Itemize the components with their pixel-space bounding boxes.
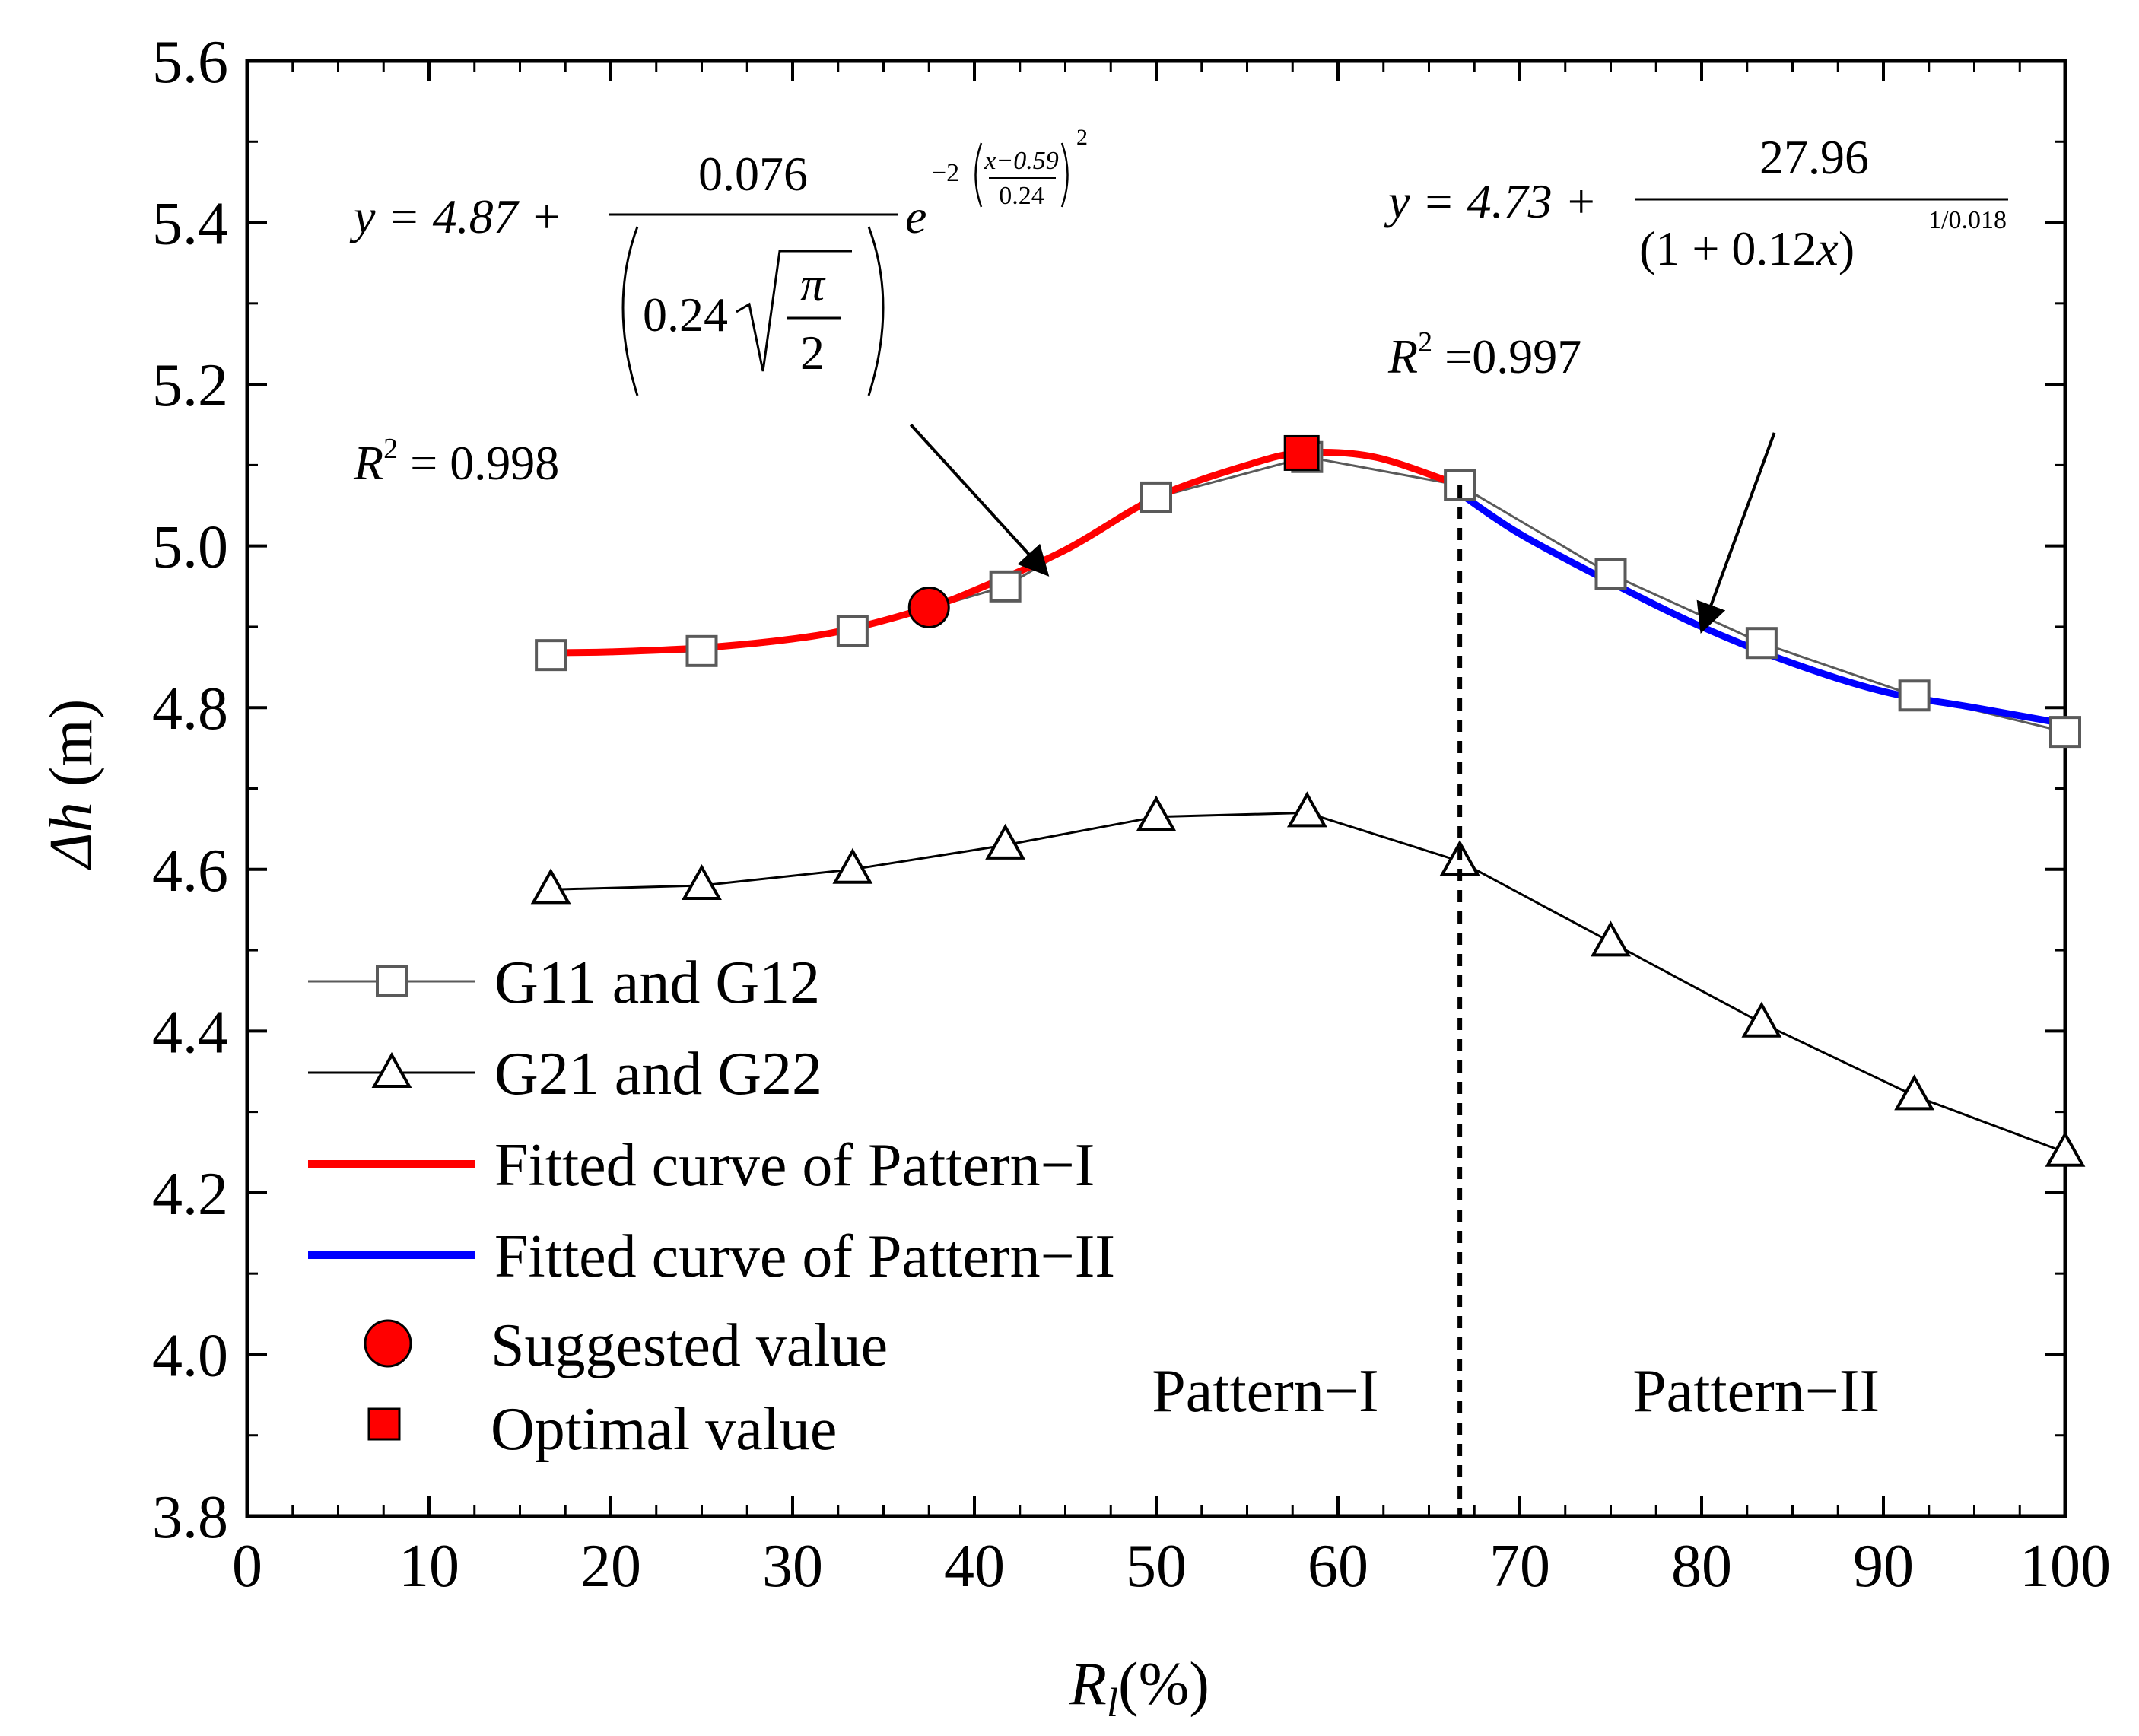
equation-pattern-1: y = 4.87 + 0.076 0.24 π 2 e −2 x−0.59 0.…	[349, 125, 1088, 490]
eq1-lhs: y = 4.87 +	[349, 189, 563, 243]
eq2-exp: 1/0.018	[1928, 206, 2007, 234]
y-tick-label: 4.4	[152, 999, 228, 1066]
y-tick-label: 5.6	[152, 29, 228, 96]
optimal-value-point	[1283, 434, 1320, 471]
point-g11-8	[1745, 627, 1778, 660]
y-tick-label: 5.4	[152, 191, 228, 258]
point-g21-5	[1286, 791, 1327, 828]
eq2-lhs: y = 4.73 +	[1384, 174, 1597, 228]
eq1-exp-coef: −2	[932, 159, 959, 187]
point-g11-10	[2049, 716, 2081, 749]
point-g11-9	[1898, 679, 1931, 712]
point-g21-9	[1894, 1074, 1935, 1111]
point-g21-0	[530, 868, 571, 905]
legend: G11 and G12 G21 and G22 Fitted curve of …	[308, 949, 1115, 1463]
eq1-exp-den: 0.24	[999, 182, 1044, 210]
point-g21-10	[2045, 1130, 2086, 1167]
plot-frame	[245, 59, 2067, 1518]
y-tick-label: 4.8	[152, 676, 228, 742]
eq1-right-paren	[867, 226, 885, 396]
eq1-pi: π	[800, 257, 826, 311]
region-label-pattern-1: Pattern−I	[1152, 1358, 1378, 1425]
point-g11-4	[1140, 481, 1172, 513]
x-tick-label: 0	[232, 1533, 262, 1600]
legend-entry-fit1: Fitted curve of Pattern−I	[308, 1132, 1095, 1199]
series-layer	[530, 434, 2086, 1167]
y-tick-label: 4.2	[152, 1161, 228, 1228]
point-g11-3	[989, 570, 1022, 603]
x-tick-label: 40	[944, 1533, 1005, 1600]
legend-entry-g21: G21 and G22	[308, 1041, 822, 1108]
point-g11-7	[1594, 558, 1627, 590]
legend-label-g21: G21 and G22	[494, 1041, 822, 1108]
fit-curve-2	[547, 448, 1464, 657]
point-g11-1	[685, 634, 718, 667]
eq1-left-paren	[621, 226, 639, 396]
legend-label-suggested: Suggested value	[491, 1312, 888, 1379]
eq1-arrow	[909, 423, 1050, 577]
eq2-numerator: 27.96	[1759, 130, 1869, 184]
eq1-numerator: 0.076	[698, 147, 808, 201]
point-g21-7	[1591, 920, 1631, 957]
eq1-exp-num: x−0.59	[984, 147, 1059, 175]
eq2-denom: (1 + 0.12x)	[1639, 221, 1855, 275]
annotations	[909, 423, 1776, 1516]
legend-label-fit2: Fitted curve of Pattern−II	[494, 1223, 1115, 1290]
y-tick-label: 3.8	[152, 1484, 228, 1551]
x-axis-label: Rl(%)	[1069, 1651, 1209, 1725]
legend-label-g11: G11 and G12	[494, 949, 820, 1016]
x-tick-label: 60	[1308, 1533, 1368, 1600]
x-tick-label: 10	[399, 1533, 459, 1600]
x-tick-label: 50	[1126, 1533, 1187, 1600]
eq1-e: e	[905, 189, 926, 243]
eq1-r2: R2 = 0.998	[353, 433, 559, 490]
point-g21-1	[682, 863, 722, 901]
eq1-denom-coef: 0.24	[643, 288, 728, 342]
y-axis-label: Δh (m)	[38, 699, 105, 870]
x-tick-label: 20	[580, 1533, 641, 1600]
fit-curve-3	[1456, 490, 2069, 727]
axes	[245, 59, 2067, 1518]
y-tick-label: 5.2	[152, 352, 228, 419]
legend-entry-fit2: Fitted curve of Pattern−II	[308, 1223, 1115, 1290]
eq1-exp-power: 2	[1076, 125, 1088, 150]
eq2-arrow	[1696, 432, 1776, 634]
ticks: 0 10 20 30 40 50 60 70 80 90 100 3.8 4.0 4.2 4.4 4.6 4.8…	[152, 29, 2111, 1600]
region-label-pattern-2: Pattern−II	[1632, 1358, 1880, 1425]
y-tick-label: 4.0	[152, 1322, 228, 1389]
eq1-sqrt	[736, 250, 852, 372]
legend-label-optimal: Optimal value	[491, 1396, 837, 1463]
point-g11-0	[535, 639, 567, 672]
point-g21-8	[1741, 1001, 1782, 1038]
y-tick-label: 4.6	[152, 838, 228, 905]
x-tick-label: 80	[1671, 1533, 1732, 1600]
point-g21-3	[985, 823, 1026, 860]
legend-entry-suggested: Suggested value	[364, 1312, 888, 1379]
equation-pattern-2: y = 4.73 + 27.96 (1 + 0.12x) 1/0.018 R2 …	[1384, 130, 2008, 383]
point-g21-2	[832, 847, 873, 884]
eq1-exp-lparen	[974, 142, 983, 208]
x-tick-label: 30	[762, 1533, 823, 1600]
eq1-denom-2: 2	[800, 326, 825, 380]
x-tick-label: 70	[1489, 1533, 1550, 1600]
point-g11-2	[836, 615, 869, 647]
point-g21-4	[1136, 795, 1177, 831]
eq2-r2: R2 =0.997	[1387, 326, 1581, 383]
series-line-0	[551, 456, 2066, 733]
x-tick-label: 100	[2020, 1533, 2111, 1600]
suggested-value-point	[907, 586, 950, 628]
legend-entry-g11: G11 and G12	[308, 949, 820, 1016]
x-tick-label: 90	[1853, 1533, 1914, 1600]
legend-entry-optimal: Optimal value	[367, 1396, 837, 1463]
legend-label-fit1: Fitted curve of Pattern−I	[494, 1132, 1095, 1199]
eq1-exp-rparen	[1060, 142, 1069, 208]
y-tick-label: 5.0	[152, 514, 228, 581]
